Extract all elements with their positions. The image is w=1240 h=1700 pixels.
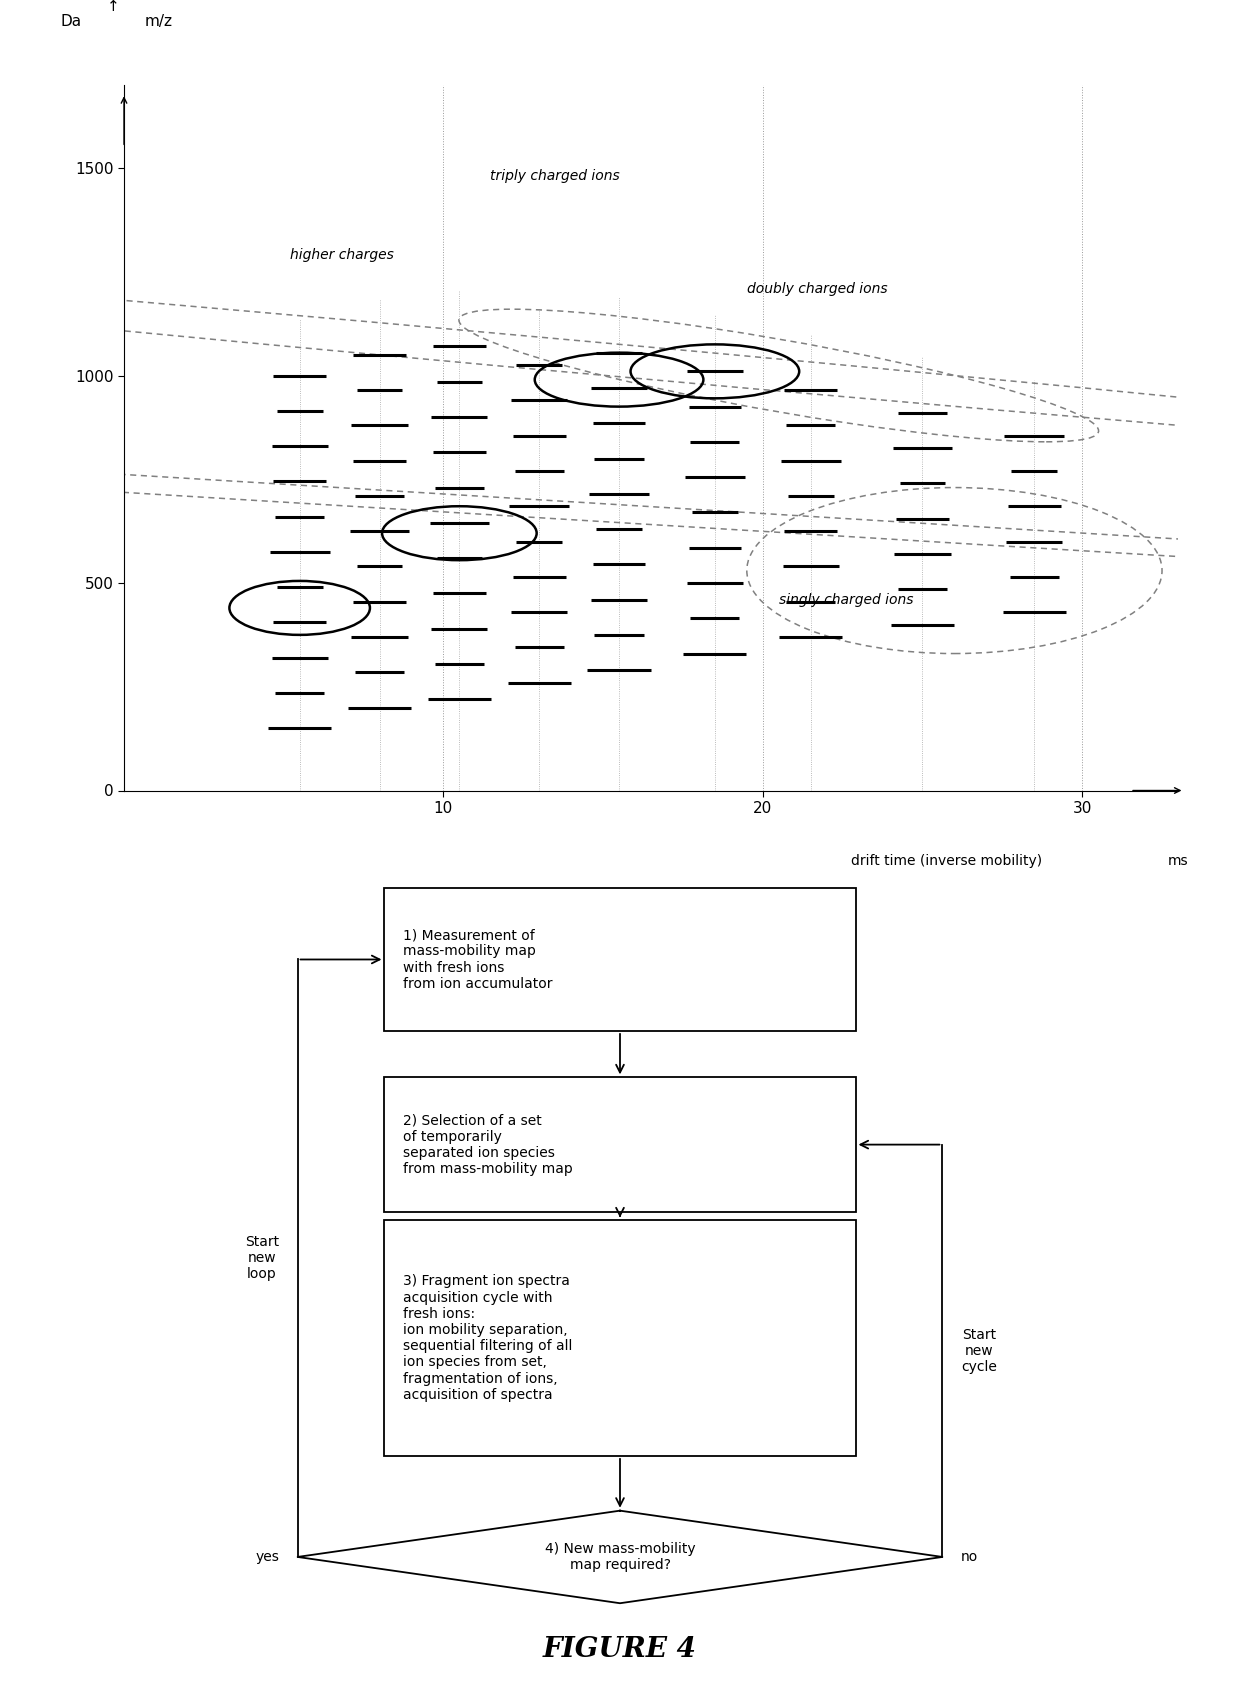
Text: drift time (inverse mobility): drift time (inverse mobility)	[851, 853, 1042, 869]
Text: 3) Fragment ion spectra
acquisition cycle with
fresh ions:
ion mobility separati: 3) Fragment ion spectra acquisition cycl…	[403, 1275, 573, 1402]
Text: 2) Selection of a set
of temporarily
separated ion species
from mass-mobility ma: 2) Selection of a set of temporarily sep…	[403, 1114, 573, 1176]
Text: 4) New mass-mobility
map required?: 4) New mass-mobility map required?	[544, 1542, 696, 1573]
Text: m/z: m/z	[145, 14, 174, 29]
Text: FIGURE 4: FIGURE 4	[543, 1635, 697, 1663]
Text: Start
new
loop: Start new loop	[244, 1234, 279, 1282]
Text: ms: ms	[1168, 853, 1188, 869]
Text: Start
new
cycle: Start new cycle	[961, 1328, 997, 1374]
Text: 1) Measurement of
mass-mobility map
with fresh ions
from ion accumulator: 1) Measurement of mass-mobility map with…	[403, 928, 553, 991]
Text: ↑: ↑	[107, 0, 120, 14]
FancyBboxPatch shape	[384, 887, 856, 1030]
FancyBboxPatch shape	[384, 1221, 856, 1455]
Text: doubly charged ions: doubly charged ions	[746, 282, 888, 296]
Polygon shape	[298, 1511, 942, 1603]
Text: FIGURE 3 (PRIOR ART): FIGURE 3 (PRIOR ART)	[466, 899, 836, 927]
Text: no: no	[961, 1550, 978, 1564]
Text: triply charged ions: triply charged ions	[490, 170, 620, 184]
Text: Da: Da	[61, 14, 82, 29]
FancyBboxPatch shape	[384, 1078, 856, 1212]
Text: yes: yes	[255, 1550, 279, 1564]
Text: singly charged ions: singly charged ions	[779, 593, 913, 607]
Text: higher charges: higher charges	[290, 248, 394, 262]
